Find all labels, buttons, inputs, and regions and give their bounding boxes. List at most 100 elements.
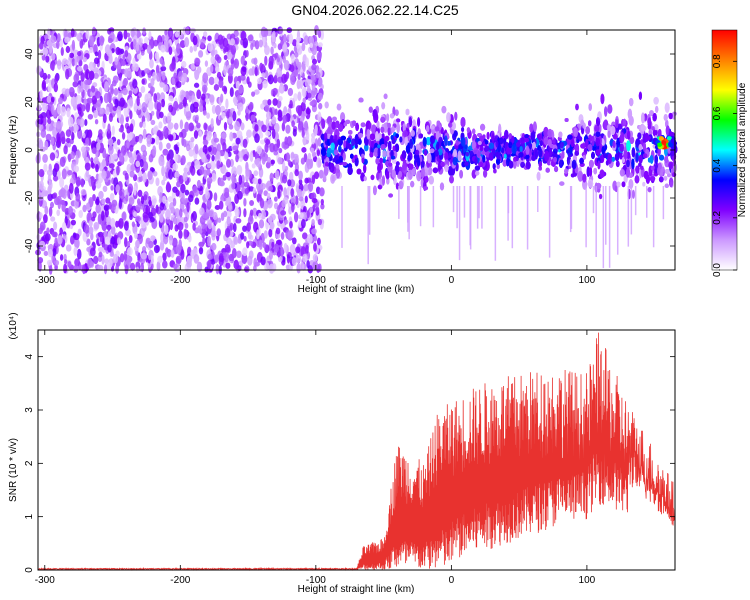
spectrogram-cell bbox=[575, 103, 579, 111]
spectrogram-cell bbox=[310, 147, 315, 154]
spectrogram-cell bbox=[170, 249, 175, 258]
spectrogram-cell bbox=[155, 204, 159, 214]
spectrogram-cell bbox=[99, 107, 104, 115]
spectrogram-cell bbox=[61, 221, 67, 232]
spectrogram-cell bbox=[252, 177, 259, 185]
spectrogram-cell bbox=[277, 115, 283, 122]
spectrogram-cell bbox=[133, 102, 138, 113]
spectrogram-cell bbox=[137, 189, 143, 197]
spectrogram-cell bbox=[381, 175, 385, 186]
spectrogram-cell bbox=[88, 219, 93, 227]
spectrogram-cell bbox=[315, 71, 321, 79]
spectrogram-cell bbox=[119, 114, 125, 125]
spectrogram-cell bbox=[243, 235, 247, 242]
spectrogram-cell bbox=[88, 226, 94, 235]
spectrogram-cell bbox=[47, 174, 52, 182]
spectrogram-cell bbox=[306, 159, 313, 170]
spectrogram-cell bbox=[190, 136, 195, 143]
spectrogram-cell bbox=[166, 153, 171, 162]
spectrogram-cell bbox=[226, 216, 231, 227]
spectrogram-cell bbox=[194, 197, 200, 205]
spectrogram-cell bbox=[243, 148, 248, 154]
spectrogram-cell bbox=[184, 121, 190, 132]
spectrogram-cell bbox=[142, 214, 149, 223]
spectrogram-cell bbox=[213, 84, 220, 91]
spectrogram-cell bbox=[59, 254, 64, 261]
spectrogram-cell bbox=[75, 154, 79, 166]
spectrogram-cell bbox=[113, 87, 119, 96]
spectrogram-cell bbox=[268, 263, 275, 274]
spectrogram-cell bbox=[190, 63, 196, 70]
spectrogram-cell bbox=[300, 157, 306, 165]
spectrogram-cell bbox=[232, 145, 239, 151]
spectrogram-cell bbox=[207, 253, 213, 260]
spectrogram-cell bbox=[94, 118, 99, 125]
spectrogram-cell bbox=[178, 131, 184, 138]
spectrogram-cell bbox=[296, 263, 301, 274]
spectrogram-cell bbox=[72, 96, 77, 107]
spectrogram-cell bbox=[311, 174, 316, 185]
spectrogram-cell bbox=[243, 181, 250, 188]
spectrogram-cell bbox=[231, 181, 236, 190]
spectrogram-cell bbox=[302, 205, 307, 214]
spectrogram-cell bbox=[184, 189, 190, 196]
spectrogram-cell bbox=[241, 187, 246, 194]
spectrogram-cell bbox=[52, 127, 58, 137]
spectrogram-cell bbox=[389, 113, 395, 119]
spectrogram-cell bbox=[193, 254, 200, 264]
spectrogram-cell bbox=[83, 224, 90, 234]
spectrogram-cell bbox=[126, 138, 130, 149]
spectrogram-cell bbox=[142, 128, 147, 140]
spectrogram-cell bbox=[211, 242, 217, 251]
spectrogram-cell bbox=[260, 103, 265, 110]
spectrogram-cell bbox=[281, 174, 288, 184]
spectrogram-cell bbox=[169, 63, 175, 72]
spectrogram-cell bbox=[52, 247, 57, 257]
spectrogram-cell bbox=[36, 104, 42, 111]
spectrogram-cell bbox=[313, 235, 318, 242]
spectrogram-cell bbox=[91, 85, 96, 93]
spectrogram-cell bbox=[74, 238, 80, 249]
spectrogram-cell bbox=[140, 252, 147, 260]
spectrogram-cell bbox=[342, 152, 346, 161]
spectrogram-cell bbox=[93, 156, 99, 165]
spectrogram-cell bbox=[69, 87, 75, 93]
spectrogram-cell bbox=[116, 111, 122, 119]
spectrogram-cell bbox=[253, 257, 258, 268]
spectrogram-cell bbox=[199, 103, 204, 113]
spectrogram-cell bbox=[388, 193, 393, 198]
spectrogram-cell bbox=[246, 241, 250, 249]
spectrogram-cell bbox=[480, 123, 486, 131]
spectrogram-cell bbox=[162, 148, 169, 156]
spectrogram-cell bbox=[202, 72, 209, 84]
spectrogram-cell bbox=[292, 128, 297, 137]
spectrogram-cell bbox=[175, 81, 182, 89]
spectrogram-cell bbox=[119, 253, 125, 263]
spectrogram-cell bbox=[67, 205, 74, 216]
spectrogram-cell bbox=[171, 46, 175, 53]
spectrogram-cell bbox=[454, 111, 458, 121]
spectrogram-cell bbox=[206, 112, 211, 119]
spectrogram-cell bbox=[246, 222, 251, 232]
spectrogram-cell bbox=[171, 76, 177, 86]
spectrogram-cell bbox=[135, 215, 141, 222]
spectrogram-cell bbox=[47, 248, 53, 258]
spectrogram-cell bbox=[73, 73, 80, 83]
spectrogram-cell bbox=[258, 39, 264, 48]
spectrogram-cell bbox=[210, 117, 214, 128]
spectrogram-cell bbox=[317, 42, 323, 48]
spectrogram-cell bbox=[154, 51, 160, 60]
spectrogram-cell bbox=[432, 167, 439, 174]
spectrogram-cell bbox=[284, 219, 289, 225]
spectrogram-cell bbox=[269, 213, 276, 221]
spectrogram-cell bbox=[248, 186, 255, 192]
spectrogram-cell bbox=[245, 49, 249, 58]
spectrogram-cell bbox=[220, 194, 224, 201]
spectrogram-cell bbox=[638, 91, 643, 100]
spectrogram-cell bbox=[228, 253, 235, 262]
spectrogram-cell bbox=[70, 28, 75, 38]
spectrogram-cell bbox=[140, 195, 145, 205]
spectrogram-cell bbox=[201, 152, 206, 163]
spectrogram-cell bbox=[230, 45, 237, 56]
spectrogram-cell bbox=[202, 139, 209, 146]
